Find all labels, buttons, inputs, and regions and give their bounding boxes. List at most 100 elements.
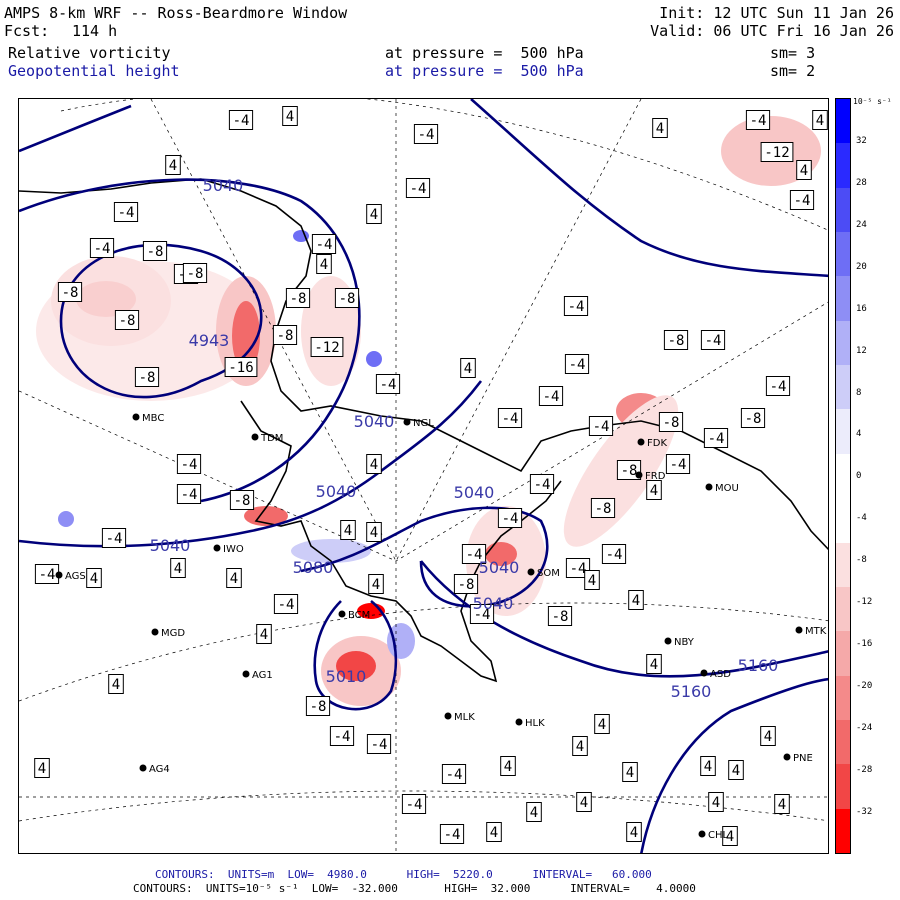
map-canvas: -44-44-44-1244-4-4-44-4-8-4-4-84-8-8-8-4…: [19, 99, 828, 853]
contour-label: 4: [594, 714, 610, 734]
contour-label: 4: [700, 756, 716, 776]
contour-label-text: -4: [334, 729, 351, 745]
field1-smoothing: sm= 3: [770, 44, 816, 62]
contour-label: 4: [796, 160, 812, 180]
contour-label: 4: [340, 520, 356, 540]
init-time: Init: 12 UTC Sun 11 Jan 26: [659, 4, 894, 22]
contour-label-text: -4: [106, 531, 123, 547]
colorbar-segment: [836, 453, 850, 499]
contour-label: -4: [461, 544, 487, 564]
station-marker: [444, 712, 452, 720]
contour-label: 4: [722, 826, 738, 846]
height-label: 5160: [738, 656, 779, 675]
station-marker: [338, 610, 346, 618]
contour-label-text: -4: [568, 299, 585, 315]
contour-label: -4: [176, 484, 202, 504]
contour-label: -8: [547, 606, 573, 626]
colorbar-tick: -24: [856, 723, 873, 733]
station-label: AGS: [65, 571, 86, 582]
contour-label-text: -4: [474, 607, 491, 623]
station-label: PNE: [793, 753, 813, 764]
contour-label-text: 4: [816, 113, 824, 129]
station-label: TDM: [260, 433, 283, 444]
colorbar-segment: [836, 365, 850, 410]
contour-label-text: -4: [794, 193, 811, 209]
colorbar-tick: 24: [856, 220, 867, 230]
contour-label: -4: [564, 354, 590, 374]
contour-label-text: 4: [464, 361, 472, 377]
height-label: 5160: [671, 682, 712, 701]
contour-label: -4: [497, 508, 523, 528]
height-label: 5040: [150, 536, 191, 555]
contour-label: -4: [329, 726, 355, 746]
contour-label-text: -8: [668, 333, 685, 349]
colorbar: [835, 98, 851, 854]
contour-label-text: -4: [406, 797, 423, 813]
contour-label-text: 4: [598, 717, 606, 733]
contour-label-text: -8: [139, 370, 156, 386]
contour-label: -4: [700, 330, 726, 350]
station-label: MLK: [454, 712, 475, 723]
contour-label: -4: [789, 190, 815, 210]
contour-label-text: -8: [552, 609, 569, 625]
station-marker: [515, 718, 523, 726]
contour-label: 4: [628, 590, 644, 610]
colorbar-tick: -4: [856, 513, 867, 523]
contour-label: -4: [601, 544, 627, 564]
contour-label: 4: [708, 792, 724, 812]
contour-label-text: -8: [119, 313, 136, 329]
contour-label: -4: [176, 454, 202, 474]
height-contour-info: CONTOURS: UNITS=m LOW= 4980.0 HIGH= 5220…: [155, 868, 652, 881]
contour-labels: -44-44-44-1244-4-4-44-4-8-4-4-84-8-8-8-4…: [34, 106, 828, 846]
contour-label-text: 4: [344, 523, 352, 539]
contour-label-text: 4: [530, 805, 538, 821]
colorbar-tick: -12: [856, 597, 873, 607]
contour-label-text: -4: [446, 767, 463, 783]
colorbar-segment: [836, 719, 850, 765]
colorbar-segment: [836, 764, 850, 810]
contour-label-text: -8: [290, 291, 307, 307]
station-marker: [664, 637, 672, 645]
contour-label-text: 4: [260, 627, 268, 643]
station-label: NBY: [674, 637, 695, 648]
station-marker: [637, 438, 645, 446]
station-marker: [705, 483, 713, 491]
station-label: BCM: [348, 610, 370, 621]
contour-label: -4: [441, 764, 467, 784]
contour-label-text: 4: [712, 795, 720, 811]
contour-label-text: 4: [504, 759, 512, 775]
contour-label-text: -4: [705, 333, 722, 349]
height-label: 5040: [479, 558, 520, 577]
contour-label: 4: [622, 762, 638, 782]
field1-level: at pressure = 500 hPa: [385, 44, 584, 62]
station-label: SOM: [537, 568, 560, 579]
contour-label-text: -4: [39, 567, 56, 583]
contour-label-text: -4: [502, 411, 519, 427]
forecast-label: Fcst:: [4, 22, 50, 40]
station-marker: [698, 830, 706, 838]
station-marker: [251, 433, 259, 441]
contour-label-text: 4: [38, 761, 46, 777]
contour-label-text: 4: [372, 577, 380, 593]
contour-label: 4: [760, 726, 776, 746]
station-marker: [635, 471, 643, 479]
station-marker: [139, 764, 147, 772]
contour-label-text: 4: [320, 257, 328, 273]
colorbar-segment: [836, 99, 850, 144]
contour-label-text: -4: [570, 561, 587, 577]
height-contours: [19, 99, 828, 853]
contour-label: 4: [316, 254, 332, 274]
contour-label: -8: [285, 288, 311, 308]
station-label: FRD: [645, 471, 666, 482]
contour-label: -4: [366, 734, 392, 754]
contour-label: -8: [740, 408, 766, 428]
contour-label: -8: [658, 412, 684, 432]
station-label: AG4: [149, 764, 170, 775]
contour-label: 4: [500, 756, 516, 776]
contour-label-text: -4: [606, 547, 623, 563]
colorbar-segment: [836, 586, 850, 632]
contour-label: 4: [366, 204, 382, 224]
station-label: CHL: [708, 830, 729, 841]
field2-smoothing: sm= 2: [770, 62, 816, 80]
contour-label: -4: [228, 110, 254, 130]
